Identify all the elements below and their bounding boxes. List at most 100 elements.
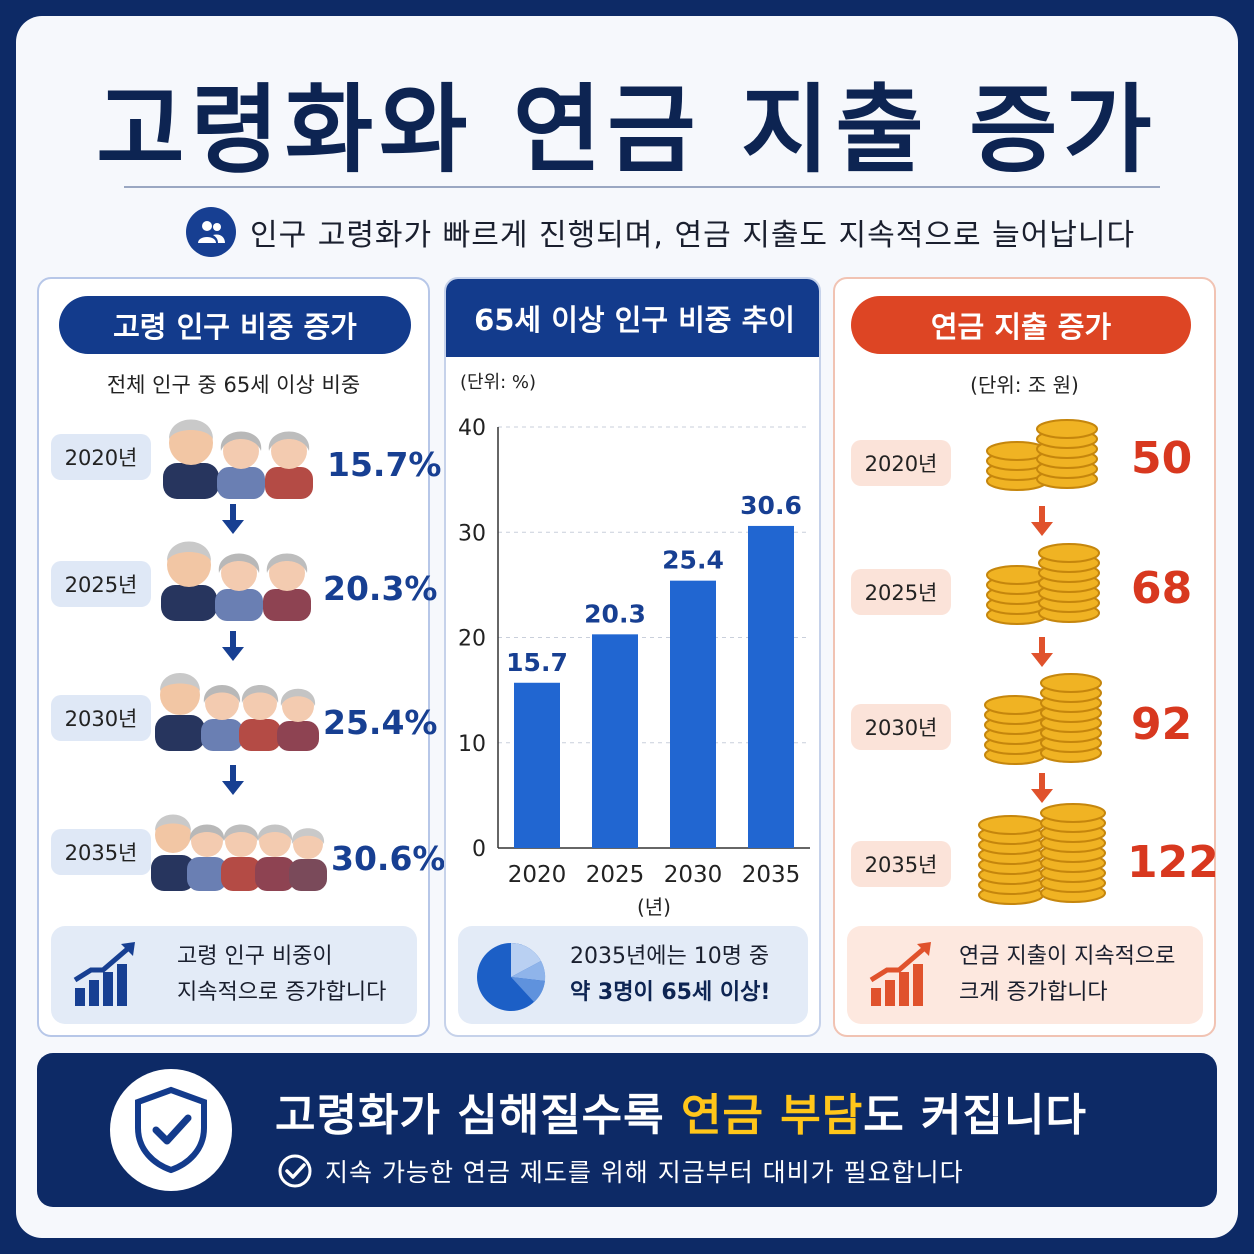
pension-spending-2035: 122: [1127, 837, 1219, 888]
elderly-person-icon: [161, 541, 217, 621]
conclusion-headline: 고령화가 심해질수록 연금 부담도 커집니다: [275, 1079, 1087, 1143]
coin-stack-icon: [978, 803, 1106, 905]
elderly-share-summary: 고령 인구 비중이 지속적으로 증가합니다: [51, 926, 417, 1024]
trend-summary-line2: 약 3명이 65세 이상!: [570, 980, 771, 1005]
elderly-person-icon: [289, 828, 327, 891]
bar: [514, 682, 560, 848]
y-tick-label: 0: [472, 837, 486, 862]
down-arrow-icon: [222, 631, 244, 661]
elderly-summary-line2: 지속적으로 증가합니다: [177, 980, 387, 1005]
chart-unit-label: (단위: %): [460, 372, 536, 393]
conclusion-suffix: 도 커집니다: [863, 1090, 1087, 1141]
trend-chart-heading: 65세 이상 인구 비중 추이: [446, 279, 819, 357]
elderly-share-note: 전체 인구 중 65세 이상 비중: [106, 373, 361, 397]
elderly-group-icon: [151, 814, 327, 891]
elderly-person-icon: [277, 688, 319, 751]
bar-value-label: 25.4: [662, 546, 724, 575]
page-title: 고령화와 연금 지출 증가: [96, 74, 1158, 186]
elderly-person-icon: [151, 814, 195, 891]
pension-year-2030: 2030년: [851, 704, 951, 750]
conclusion-sub-row: 지속 가능한 연금 제도를 위해 지금부터 대비가 필요합니다: [277, 1153, 964, 1189]
pension-summary-line1: 연금 지출이 지속적으로: [959, 944, 1176, 969]
elderly-share-2020: 15.7%: [327, 445, 442, 484]
rising-bar-chart-icon: [869, 942, 931, 1006]
bar-value-label: 20.3: [584, 599, 646, 628]
check-circle-icon: [278, 1154, 312, 1188]
title-divider: [124, 186, 1160, 188]
elderly-share-heading: 고령 인구 비중 증가: [59, 296, 411, 354]
year-label-2030: 2030년: [51, 695, 151, 741]
x-tick-label: 2035: [742, 862, 801, 888]
elderly-share-2035: 30.6%: [331, 839, 446, 878]
trend-summary: 2035년에는 10명 중 약 3명이 65세 이상!: [458, 926, 808, 1024]
year-label-2025: 2025년: [51, 561, 151, 607]
pension-unit-note: (단위: 조 원): [970, 373, 1079, 397]
elderly-summary-line1: 고령 인구 비중이: [177, 944, 333, 969]
rising-bar-chart-icon: [73, 942, 135, 1006]
pension-spending-panel: 연금 지출 증가 (단위: 조 원) 2020년 50 2025년 68 203…: [833, 277, 1219, 1037]
shield-check-icon: [135, 1086, 207, 1174]
trend-chart-panel: 65세 이상 인구 비중 추이 (단위: %) 0 10 20 30 40 15.7 2020…: [444, 277, 821, 1037]
elderly-person-icon: [155, 673, 205, 751]
elderly-share-2025: 20.3%: [323, 569, 438, 608]
bar: [592, 634, 638, 848]
subtitle: 인구 고령화가 빠르게 진행되며, 연금 지출도 지속적으로 늘어납니다: [250, 218, 1136, 253]
x-tick-label: 2025: [586, 862, 645, 888]
conclusion-subtext: 지속 가능한 연금 제도를 위해 지금부터 대비가 필요합니다: [325, 1158, 964, 1187]
elderly-person-icon: [265, 431, 313, 499]
bar-chart: (단위: %)01020304015.7202020.3202525.42030…: [458, 372, 810, 917]
down-arrow-icon: [1031, 773, 1053, 803]
bar-value-label: 30.6: [740, 491, 802, 520]
bar: [748, 525, 794, 848]
elderly-person-icon: [163, 419, 219, 499]
y-tick-label: 20: [458, 627, 486, 652]
elderly-person-icon: [201, 685, 243, 751]
down-arrow-icon: [222, 765, 244, 795]
y-tick-label: 40: [458, 416, 486, 441]
pension-summary: 연금 지출이 지속적으로 크게 증가합니다: [847, 926, 1203, 1024]
elderly-group-icon: [163, 419, 313, 499]
pension-spending-2020: 50: [1131, 433, 1193, 484]
pension-spending-2030: 92: [1131, 699, 1193, 750]
down-arrow-icon: [1031, 506, 1053, 536]
x-tick-label: 2030: [664, 862, 723, 888]
coin-stack-icon: [986, 543, 1100, 625]
pension-spending-heading: 연금 지출 증가: [851, 296, 1191, 354]
down-arrow-icon: [1031, 637, 1053, 667]
pension-year-2025: 2025년: [851, 569, 951, 615]
year-label-2020: 2020년: [51, 434, 151, 480]
elderly-person-icon: [215, 553, 263, 621]
y-tick-label: 30: [458, 521, 486, 546]
elderly-person-icon: [221, 824, 261, 891]
pie-chart-icon: [477, 943, 546, 1011]
shield-badge: [110, 1069, 232, 1191]
subtitle-row: 인구 고령화가 빠르게 진행되며, 연금 지출도 지속적으로 늘어납니다: [186, 206, 1135, 258]
x-axis-title: (년): [637, 895, 671, 917]
coin-stack-icon: [984, 673, 1102, 765]
elderly-person-icon: [217, 431, 265, 499]
y-tick-label: 10: [458, 732, 486, 757]
elderly-share-2030: 25.4%: [323, 703, 438, 742]
conclusion-prefix: 고령화가 심해질수록: [275, 1090, 681, 1141]
elderly-group-icon: [161, 541, 311, 621]
x-tick-label: 2020: [508, 862, 567, 888]
elderly-person-icon: [263, 553, 311, 621]
conclusion-highlight: 연금 부담: [680, 1090, 864, 1141]
bar-value-label: 15.7: [506, 648, 568, 677]
people-icon: [186, 207, 236, 257]
conclusion-banner: 고령화가 심해질수록 연금 부담도 커집니다 지속 가능한 연금 제도를 위해 …: [37, 1053, 1217, 1207]
year-label-2035: 2035년: [51, 829, 151, 875]
pension-year-2035: 2035년: [851, 841, 951, 887]
pension-summary-line2: 크게 증가합니다: [959, 980, 1108, 1005]
pension-spending-2025: 68: [1131, 563, 1193, 614]
down-arrow-icon: [222, 504, 244, 534]
coin-stack-icon: [986, 419, 1098, 491]
pension-year-2020: 2020년: [851, 440, 951, 486]
elderly-person-icon: [187, 824, 227, 891]
bar: [670, 580, 716, 848]
elderly-person-icon: [239, 685, 281, 751]
elderly-group-icon: [155, 673, 319, 751]
trend-summary-line1: 2035년에는 10명 중: [570, 944, 770, 969]
elderly-share-panel: 고령 인구 비중 증가 전체 인구 중 65세 이상 비중 2020년 15.7…: [37, 277, 446, 1037]
elderly-person-icon: [255, 824, 295, 891]
